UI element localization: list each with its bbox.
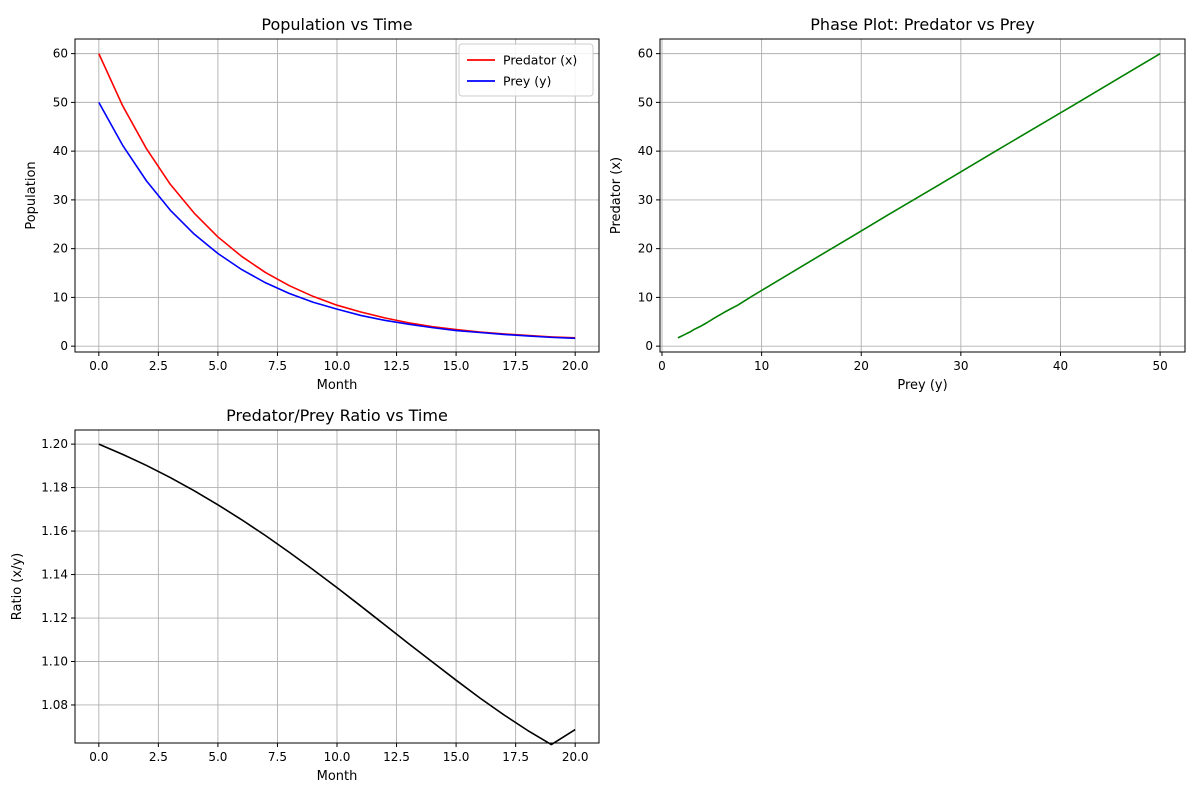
y-tick-label: 1.14: [41, 568, 68, 582]
legend-label-predator-x: Predator (x): [503, 53, 577, 68]
x-tick-label: 5.0: [208, 359, 227, 373]
series-line-1: [98, 443, 576, 746]
series-line-1: [677, 52, 1161, 339]
axes-frame: [659, 38, 1186, 353]
x-axis-label: Month: [317, 769, 358, 784]
x-tick-label: 50: [1152, 359, 1167, 373]
x-tick-label: 2.5: [149, 359, 168, 373]
y-tick-label: 30: [53, 193, 68, 207]
y-tick-label: 1.08: [41, 698, 68, 712]
series-line-prey-y: [98, 101, 576, 340]
x-tick-label: 15.0: [443, 750, 470, 764]
x-tick-label: 0.0: [89, 750, 108, 764]
y-tick-label: 40: [638, 144, 653, 158]
x-tick-label: 10.0: [324, 359, 351, 373]
y-tick-label: 50: [638, 95, 653, 109]
y-tick-label: 10: [638, 290, 653, 304]
chart-title: Phase Plot: Predator vs Prey: [810, 15, 1034, 34]
x-tick-label: 12.5: [383, 750, 410, 764]
chart-title: Population vs Time: [261, 15, 412, 34]
y-axis-label: Population: [24, 161, 39, 229]
grid: [660, 39, 1185, 352]
x-tick-label: 7.5: [268, 359, 287, 373]
x-tick-label: 10.0: [324, 750, 351, 764]
x-tick-label: 20: [854, 359, 869, 373]
y-tick-label: 60: [53, 47, 68, 61]
y-tick-label: 60: [638, 47, 653, 61]
y-tick-label: 20: [638, 242, 653, 256]
x-tick-label: 17.5: [502, 359, 529, 373]
y-tick-label: 50: [53, 95, 68, 109]
y-tick-label: 30: [638, 193, 653, 207]
chart-panel-1: 0.0 2.5 5.0 7.5 10.0 12.5 15.0 17.5 20.0 0 10 20 30 4…: [24, 15, 600, 393]
x-tick-label: 30: [953, 359, 968, 373]
x-tick-label: 15.0: [443, 359, 470, 373]
x-tick-label: 10: [754, 359, 769, 373]
y-tick-label: 1.20: [41, 437, 68, 451]
legend-label-prey-y: Prey (y): [503, 74, 551, 89]
x-tick-label: 0: [658, 359, 666, 373]
legend: Predator (x) Prey (y): [458, 43, 594, 97]
y-tick-label: 0: [645, 339, 653, 353]
y-tick-label: 1.10: [41, 654, 68, 668]
y-tick-label: 20: [53, 242, 68, 256]
x-tick-label: 40: [1053, 359, 1068, 373]
chart-panel-3: 0.0 2.5 5.0 7.5 10.0 12.5 15.0 17.5 20.0 1.08 1.10…: [10, 406, 600, 784]
y-axis-label: Ratio (x/y): [10, 553, 25, 620]
y-tick-label: 0: [60, 339, 68, 353]
grid: [75, 430, 599, 743]
x-tick-label: 5.0: [208, 750, 227, 764]
y-tick-label: 1.18: [41, 481, 68, 495]
y-axis-label: Predator (x): [609, 157, 624, 234]
x-axis-label: Month: [317, 378, 358, 393]
x-tick-label: 20.0: [562, 359, 589, 373]
chart-panel-2: 0 10 20 30 40 50 0 10 20 30 40 50 60 Phase Plot: Pred…: [609, 15, 1186, 393]
y-tick-label: 40: [53, 144, 68, 158]
y-tick-label: 1.16: [41, 524, 68, 538]
x-axis-label: Prey (y): [897, 378, 947, 393]
grid: [75, 39, 599, 352]
x-tick-label: 7.5: [268, 750, 287, 764]
x-tick-label: 20.0: [562, 750, 589, 764]
x-tick-label: 2.5: [149, 750, 168, 764]
y-tick-label: 10: [53, 290, 68, 304]
x-tick-label: 12.5: [383, 359, 410, 373]
x-tick-label: 17.5: [502, 750, 529, 764]
chart-title: Predator/Prey Ratio vs Time: [226, 406, 448, 425]
x-tick-label: 0.0: [89, 359, 108, 373]
y-tick-label: 1.12: [41, 611, 68, 625]
legend-box: [458, 43, 594, 97]
